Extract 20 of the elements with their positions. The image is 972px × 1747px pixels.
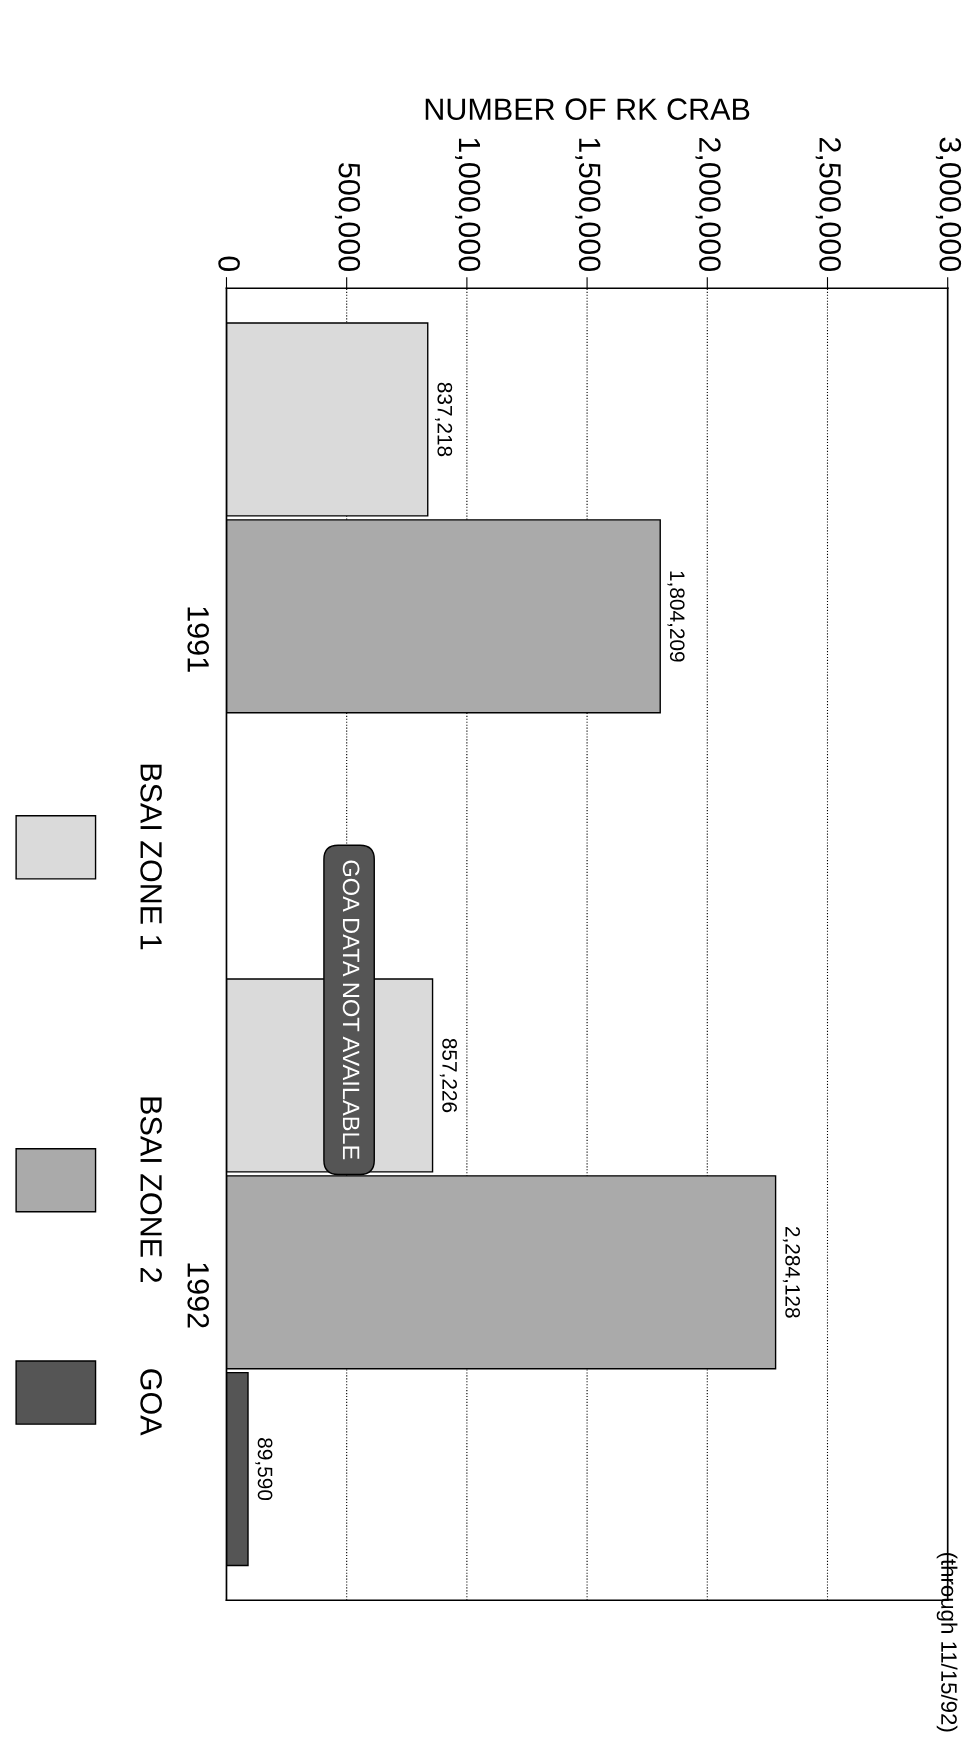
data-label: 89,590 [255, 1438, 273, 1501]
data-label: 837,218 [434, 382, 453, 457]
annotation: (through 11/15/92) [936, 1552, 958, 1732]
legend-label: BSAI ZONE 1 [140, 764, 162, 950]
legend-label: BSAI ZONE 2 [140, 1097, 162, 1283]
x-tick-label: 500,000 [334, 163, 361, 272]
y-tick-label: 1991 [187, 607, 209, 672]
data-label: 2,284,128 [782, 1226, 801, 1318]
legend-label: GOA [140, 1369, 162, 1436]
x-tick-label: 2,000,000 [695, 137, 721, 272]
annotation: GOA DATA NOT AVAILABLE [342, 860, 360, 1160]
data-label: 1,804,209 [667, 571, 685, 662]
x-axis-title: NUMBER OF RK CRAB [425, 98, 750, 120]
y-tick-label: 1992 [187, 1263, 209, 1328]
x-tick-label: 1,500,000 [575, 138, 601, 272]
x-tick-label: 3,000,000 [935, 137, 962, 272]
x-tick-label: 1,000,000 [455, 138, 481, 272]
x-tick-label: 0 [218, 256, 240, 272]
x-tick-label: 2,500,000 [815, 137, 841, 272]
data-label: 857,226 [439, 1038, 457, 1113]
